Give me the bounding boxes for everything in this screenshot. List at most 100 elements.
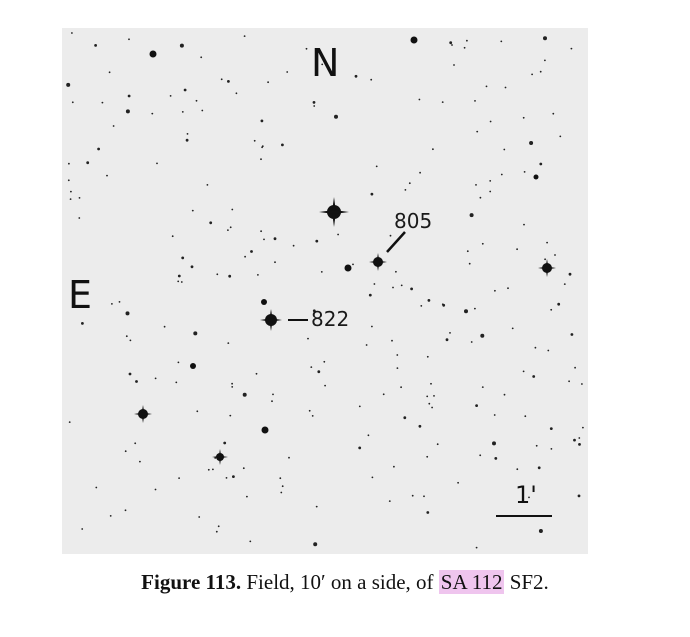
faint-star [112,125,115,127]
faint-star [255,372,258,375]
bright-star [212,449,228,465]
star-label-822: 822 [311,307,350,331]
faint-star [307,337,309,340]
star [261,299,267,305]
faint-star [135,380,138,383]
faint-star [522,370,525,373]
faint-star [231,386,234,388]
faint-star [522,116,525,119]
faint-star [500,173,503,176]
faint-star [554,254,556,256]
faint-star [260,230,262,233]
faint-star [418,424,422,428]
faint-star [480,333,485,338]
faint-star [574,366,576,369]
faint-star [186,133,189,135]
faint-star [263,238,265,241]
faint-star [577,494,581,498]
faint-star [242,392,247,397]
faint-star [321,63,324,66]
faint-star [400,284,403,287]
faint-star [193,331,198,336]
star-805 [369,253,387,271]
faint-star [225,477,228,479]
faint-star [320,271,323,273]
faint-star [279,477,282,480]
faint-star [178,477,180,479]
faint-star [235,92,238,95]
faint-star [232,475,235,478]
faint-star [242,467,245,470]
faint-star [124,509,127,512]
faint-star [128,372,132,376]
faint-star [125,335,128,338]
faint-star [312,101,316,104]
bright-star [538,259,556,277]
faint-star [529,141,534,145]
faint-star [229,414,232,417]
star [410,36,418,44]
caption-text-end: SF2. [504,570,549,594]
faint-star [249,540,252,543]
faint-star [423,495,425,498]
faint-star [127,94,131,98]
faint-star [212,468,214,471]
faint-star [476,130,479,133]
star [344,264,352,272]
faint-star [257,274,259,276]
faint-star [163,325,166,328]
faint-star [537,466,541,470]
faint-star [523,223,525,226]
faint-star [253,139,256,142]
faint-star [134,442,137,445]
faint-star [563,283,566,285]
faint-star [106,174,108,177]
faint-star [489,180,492,182]
faint-star [466,39,468,42]
scale-bar-label: 1' [515,481,537,509]
faint-star [195,99,198,102]
faint-star [389,234,392,237]
faint-star [352,263,354,266]
star-field [66,32,584,549]
faint-star [368,293,372,297]
faint-star [408,182,411,185]
faint-star [185,138,189,142]
faint-star [500,40,503,43]
faint-star [313,105,316,107]
star [149,50,157,58]
faint-star [227,342,230,344]
east-label: E [68,273,93,317]
faint-star [180,281,183,283]
faint-star [175,381,178,384]
faint-star [179,43,184,48]
faint-star [469,213,474,218]
faint-star [395,270,397,273]
faint-star [392,286,394,289]
faint-star [250,250,253,253]
faint-star [463,46,466,49]
faint-star [428,402,431,405]
faint-star [139,460,141,463]
faint-star [393,465,395,468]
faint-star [538,529,543,533]
faint-star [388,500,391,502]
faint-star [231,382,234,385]
faint-star [81,322,84,325]
faint-star [426,395,429,398]
faint-star [229,226,232,229]
faint-star [511,327,514,330]
faint-star [419,171,421,174]
faint-star [206,184,209,186]
faint-star [217,525,220,528]
faint-star [371,476,374,479]
faint-star [489,120,492,123]
faint-star [532,375,536,378]
faint-star [315,239,319,243]
faint-star [261,146,263,149]
faint-star [86,161,90,165]
faint-star [358,446,362,450]
faint-star [410,287,413,291]
faint-star [320,51,322,54]
faint-star [354,74,358,78]
